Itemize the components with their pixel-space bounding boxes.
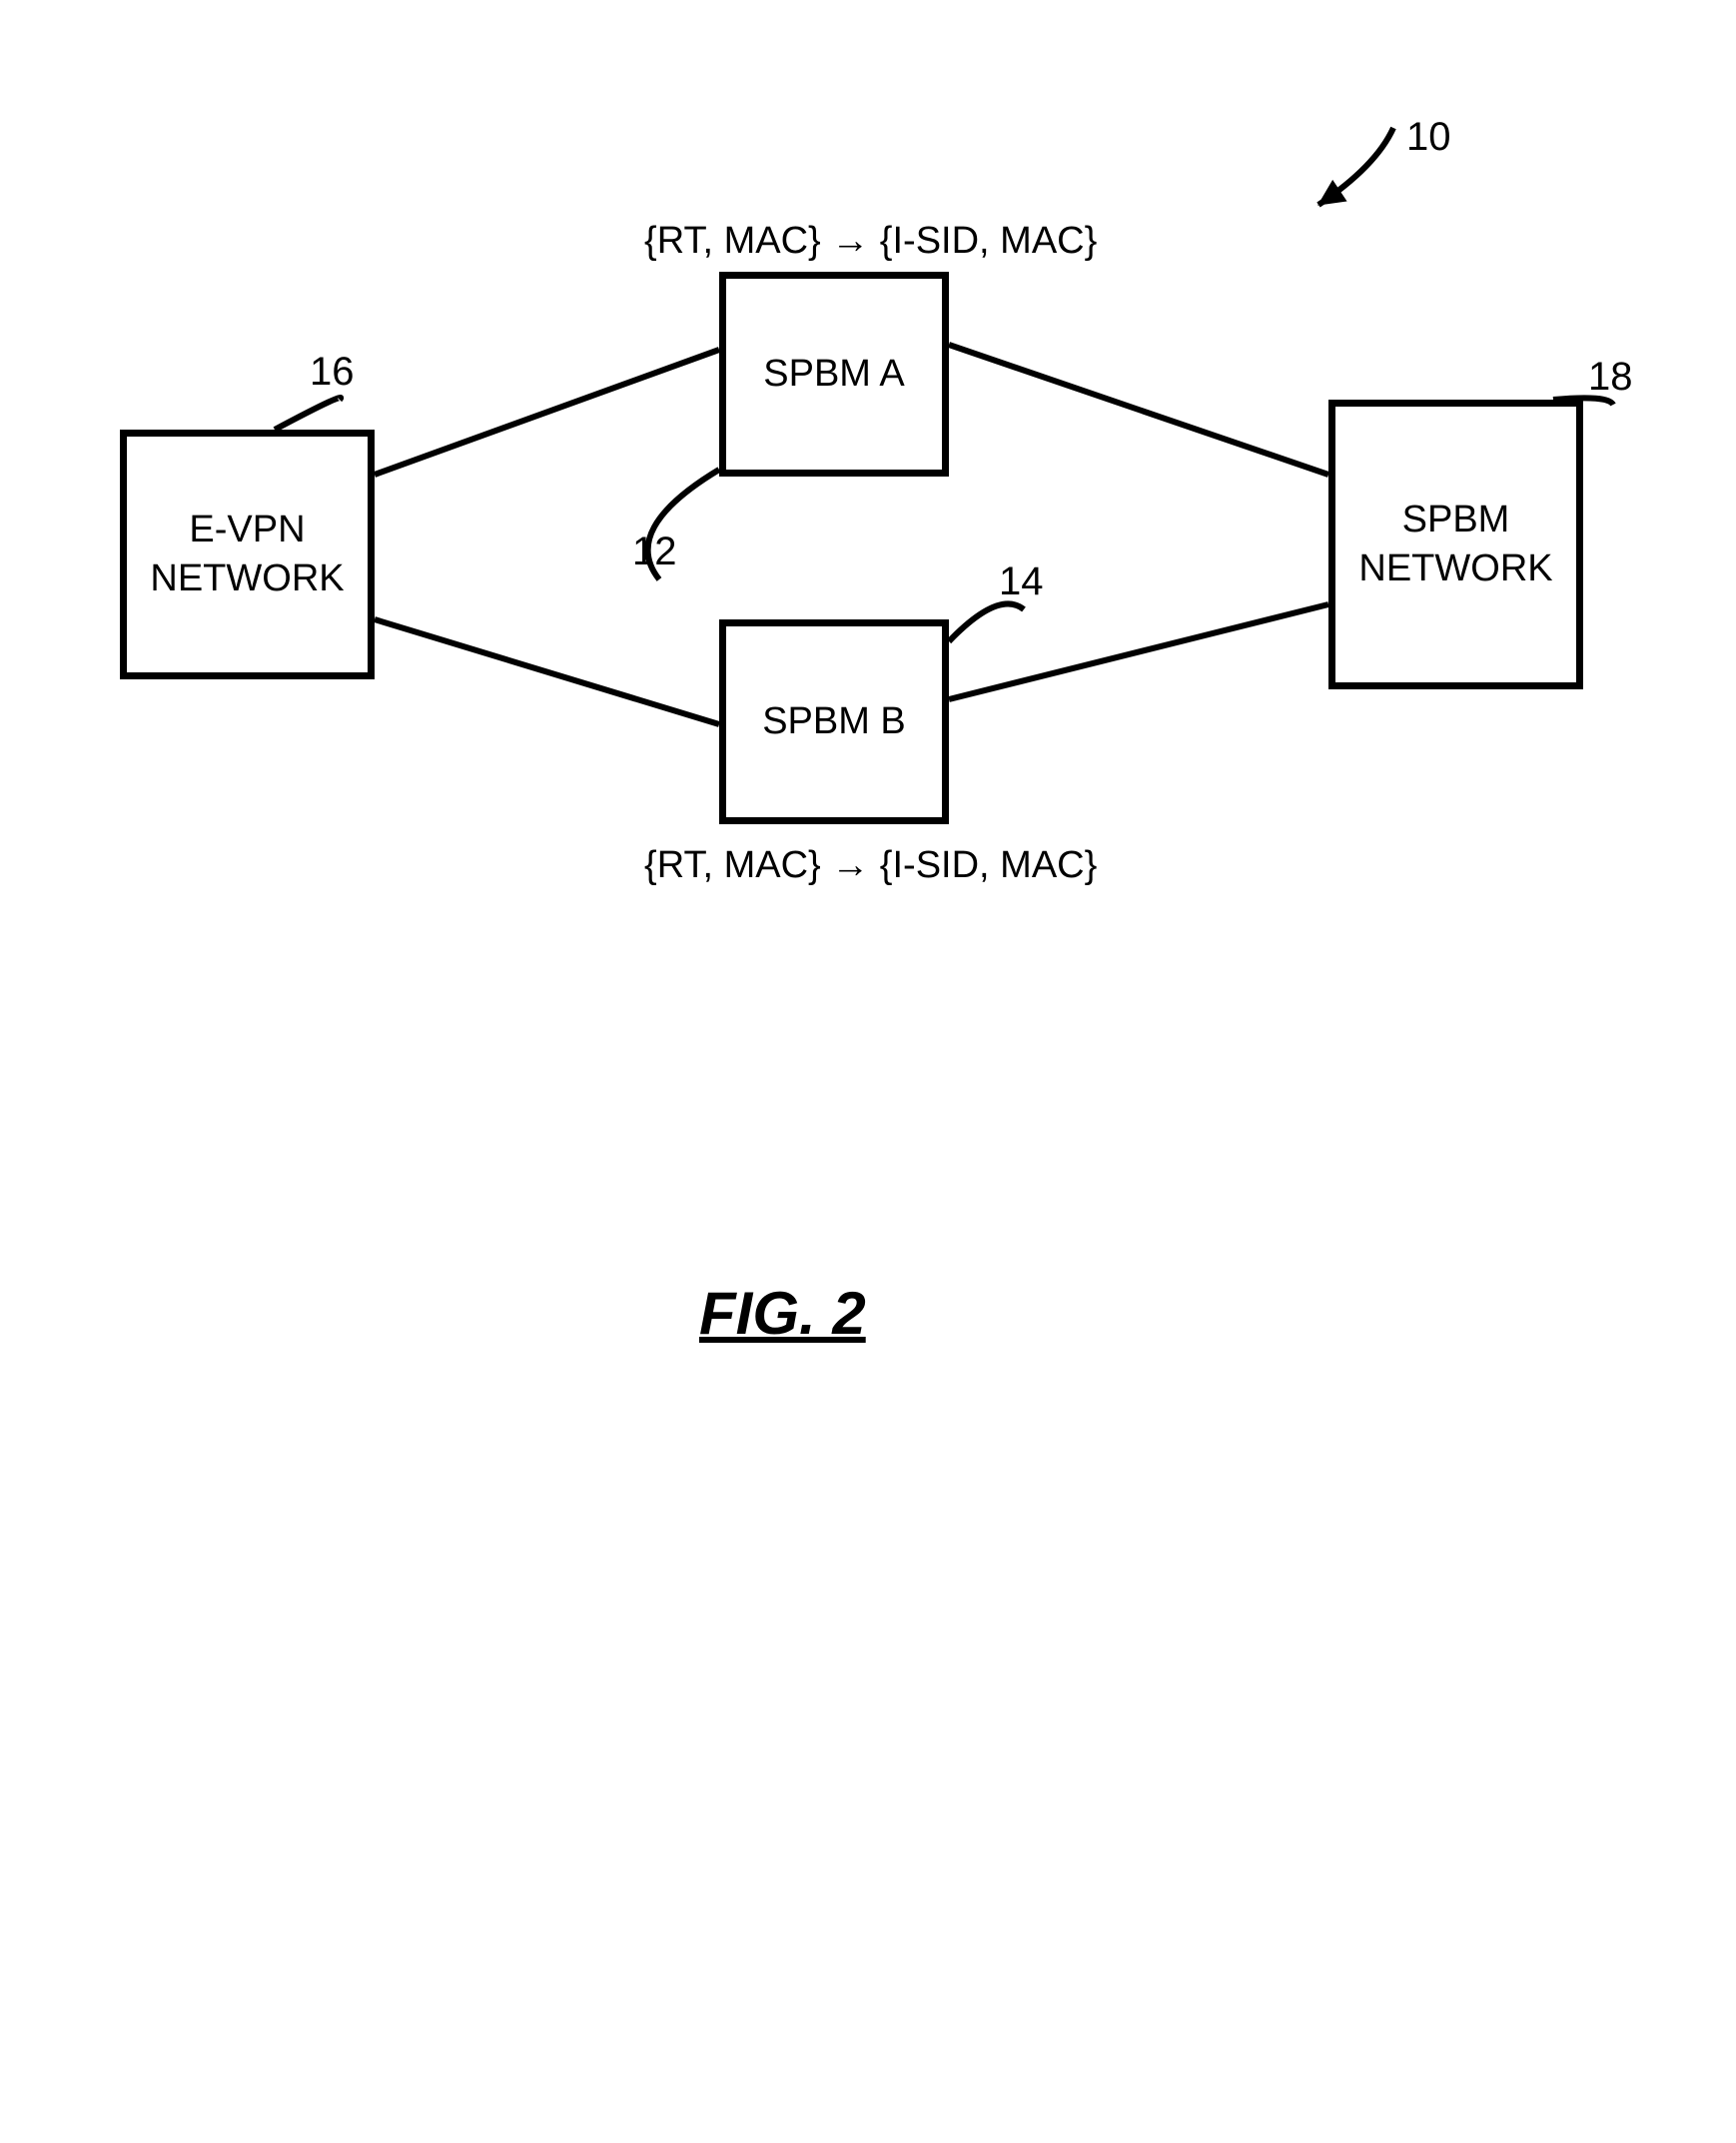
callout-18: 18 xyxy=(1588,355,1633,400)
callout-12: 12 xyxy=(632,530,677,574)
spbm-a-label: SPBM A xyxy=(763,350,905,399)
spbm-b-node: SPBM B xyxy=(719,619,949,824)
callout-14: 14 xyxy=(999,559,1044,604)
top-mapping-annotation: {RT, MAC} → {I-SID, MAC} xyxy=(644,220,1097,263)
evpn-network-node: E-VPNNETWORK xyxy=(120,430,375,679)
spbm-a-node: SPBM A xyxy=(719,272,949,477)
callout-16: 16 xyxy=(310,350,355,395)
figure-number-10: 10 xyxy=(1406,115,1451,160)
evpn-network-label: E-VPNNETWORK xyxy=(150,506,344,604)
figure-caption: FIG. 2 xyxy=(699,1279,866,1348)
diagram-container: {RT, MAC} → {I-SID, MAC} {RT, MAC} → {I-… xyxy=(0,0,1736,2143)
bottom-mapping-annotation: {RT, MAC} → {I-SID, MAC} xyxy=(644,844,1097,887)
spbm-b-label: SPBM B xyxy=(762,697,906,746)
spbm-network-label: SPBMNETWORK xyxy=(1358,496,1552,594)
spbm-network-node: SPBMNETWORK xyxy=(1328,400,1583,689)
